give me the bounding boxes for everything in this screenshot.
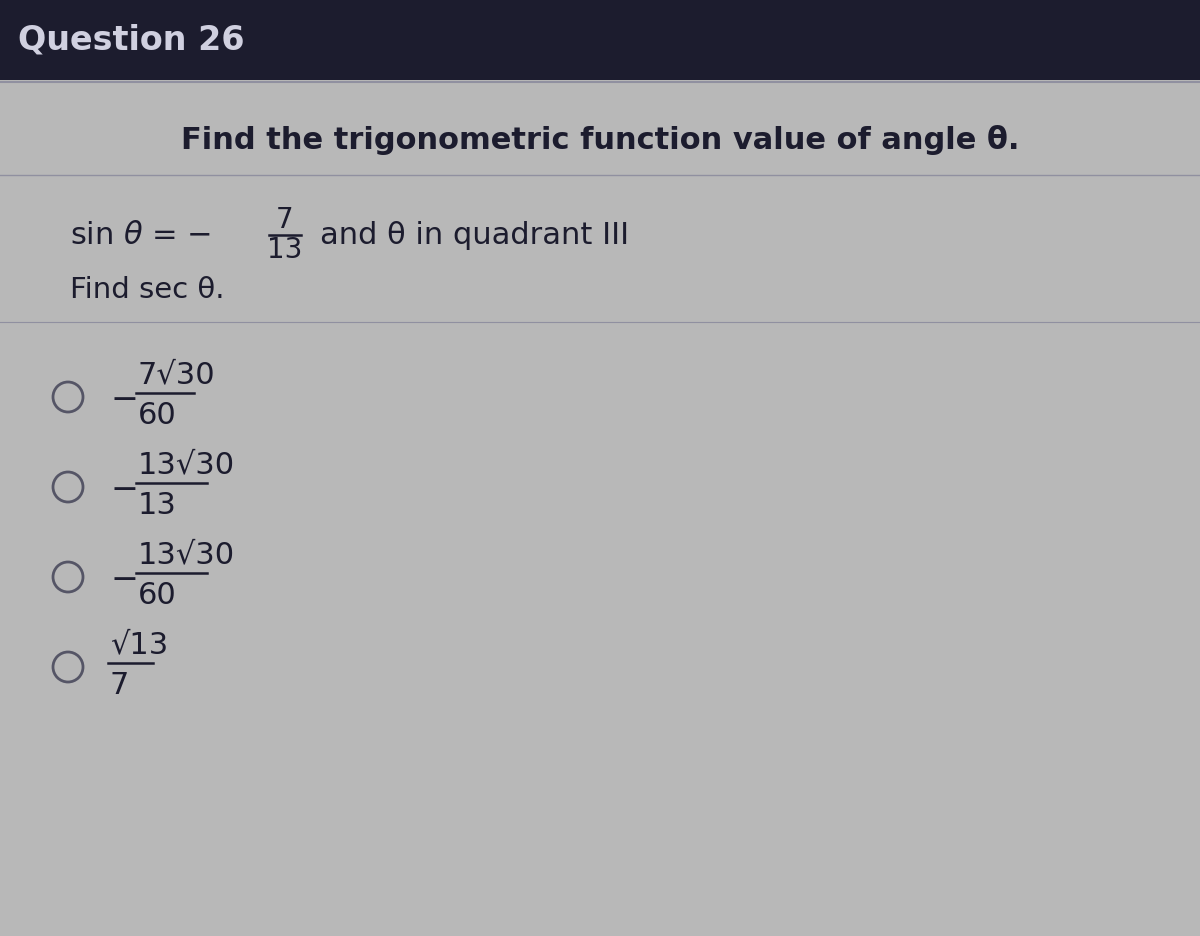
Text: Find sec θ.: Find sec θ. [70,276,224,304]
Text: $-$: $-$ [110,381,137,414]
Text: Question 26: Question 26 [18,23,245,56]
Text: 60: 60 [138,401,176,430]
Text: 13√30: 13√30 [138,540,235,569]
Text: sin $\theta$ = $-$: sin $\theta$ = $-$ [70,221,211,250]
Text: 60: 60 [138,580,176,609]
Text: $-$: $-$ [110,561,137,593]
Text: $-$: $-$ [110,471,137,504]
Text: 13: 13 [138,490,176,519]
Text: and θ in quadrant III: and θ in quadrant III [320,221,629,250]
Text: √13: √13 [110,631,168,660]
Text: 13: 13 [268,237,302,264]
Text: Find the trigonometric function value of angle θ.: Find the trigonometric function value of… [181,125,1019,155]
Text: 13√30: 13√30 [138,450,235,479]
Text: 7: 7 [276,206,294,234]
Text: 7√30: 7√30 [138,360,216,389]
FancyBboxPatch shape [0,0,1200,80]
Text: 7: 7 [110,670,130,699]
